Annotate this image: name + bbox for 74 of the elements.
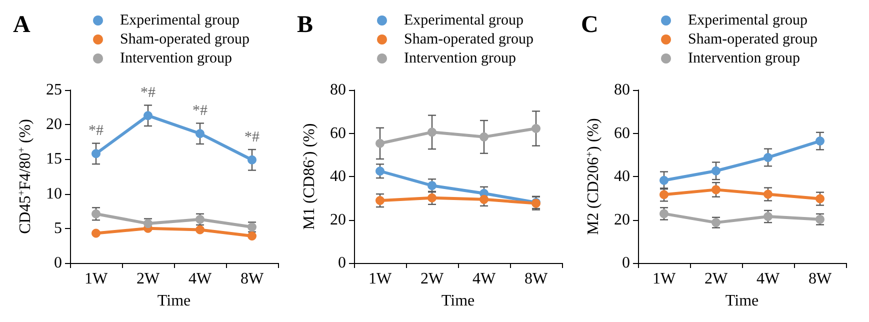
point [92,228,100,238]
legend-label: Sham-operated group [120,32,250,48]
x-tick-label: 1W [84,270,108,288]
point [532,124,540,133]
y-tick-label: 40 [330,168,346,185]
y-tick-label: 20 [46,116,62,134]
y-tick-label: 0 [338,254,346,272]
y-tick-label: 10 [46,185,62,202]
point [816,194,824,204]
point [480,194,488,204]
point [248,155,256,164]
x-tick-label: 8W [524,270,548,288]
legend-label: Sham-operated group [688,32,818,48]
point [480,132,488,142]
point [144,111,152,120]
y-tick-label: 5 [54,220,62,237]
point [92,209,100,218]
y-tick-label: 20 [330,211,346,228]
y-tick-label: 0 [622,254,630,272]
legend-label: Experimental group [404,12,524,28]
y-tick-label: 0 [54,254,62,272]
x-tick-label: 8W [240,270,264,288]
chart-title: C [581,12,598,38]
point [248,232,256,241]
point [376,138,384,148]
y-tick-label: 60 [614,124,630,142]
x-axis-title: Time [157,292,191,310]
x-axis-title: Time [725,292,759,310]
point [376,166,384,176]
y-tick-label: 20 [614,211,630,228]
point [816,136,824,146]
point [764,152,772,162]
point [712,166,720,176]
point [712,185,720,194]
annotation: *# [244,129,260,146]
x-axis-title: Time [441,292,475,310]
point [764,190,772,199]
legend-label: Intervention group [120,50,232,66]
point [196,225,204,234]
chart-title: A [13,12,31,38]
annotation: *# [192,103,208,120]
x-tick-label: 4W [756,270,780,288]
point [92,149,100,158]
legend-label: Intervention group [688,50,800,66]
y-axis-title: M1 (CD86-) (%) [300,123,318,230]
x-tick-label: 8W [808,270,832,288]
point [144,219,152,228]
point [196,129,204,138]
point [764,212,772,222]
legend-label: Experimental group [120,12,240,28]
y-axis-title: CD45+F4/80+ (%) [16,119,34,234]
x-tick-label: 1W [652,270,676,288]
x-tick-label: 2W [136,270,160,288]
point [428,128,436,137]
legend-label: Experimental group [688,12,808,28]
y-tick-label: 60 [330,124,346,142]
point [660,176,668,185]
y-axis-title: M2 (CD206+) (%) [584,118,602,235]
x-tick-label: 2W [420,270,444,288]
x-tick-label: 2W [704,270,728,288]
y-tick-label: 80 [614,82,630,98]
legend-label: Intervention group [404,50,516,66]
annotation: *# [88,123,104,140]
y-tick-label: 40 [614,168,630,185]
y-tick-label: 15 [46,150,62,168]
chart-title: B [297,12,314,38]
y-tick-label: 25 [46,82,62,98]
legend-label: Sham-operated group [404,32,534,48]
annotation: *# [140,85,156,102]
x-tick-label: 4W [188,270,212,288]
x-tick-label: 4W [472,270,496,288]
point [376,196,384,205]
y-tick-label: 80 [330,82,346,98]
x-tick-label: 1W [368,270,392,288]
